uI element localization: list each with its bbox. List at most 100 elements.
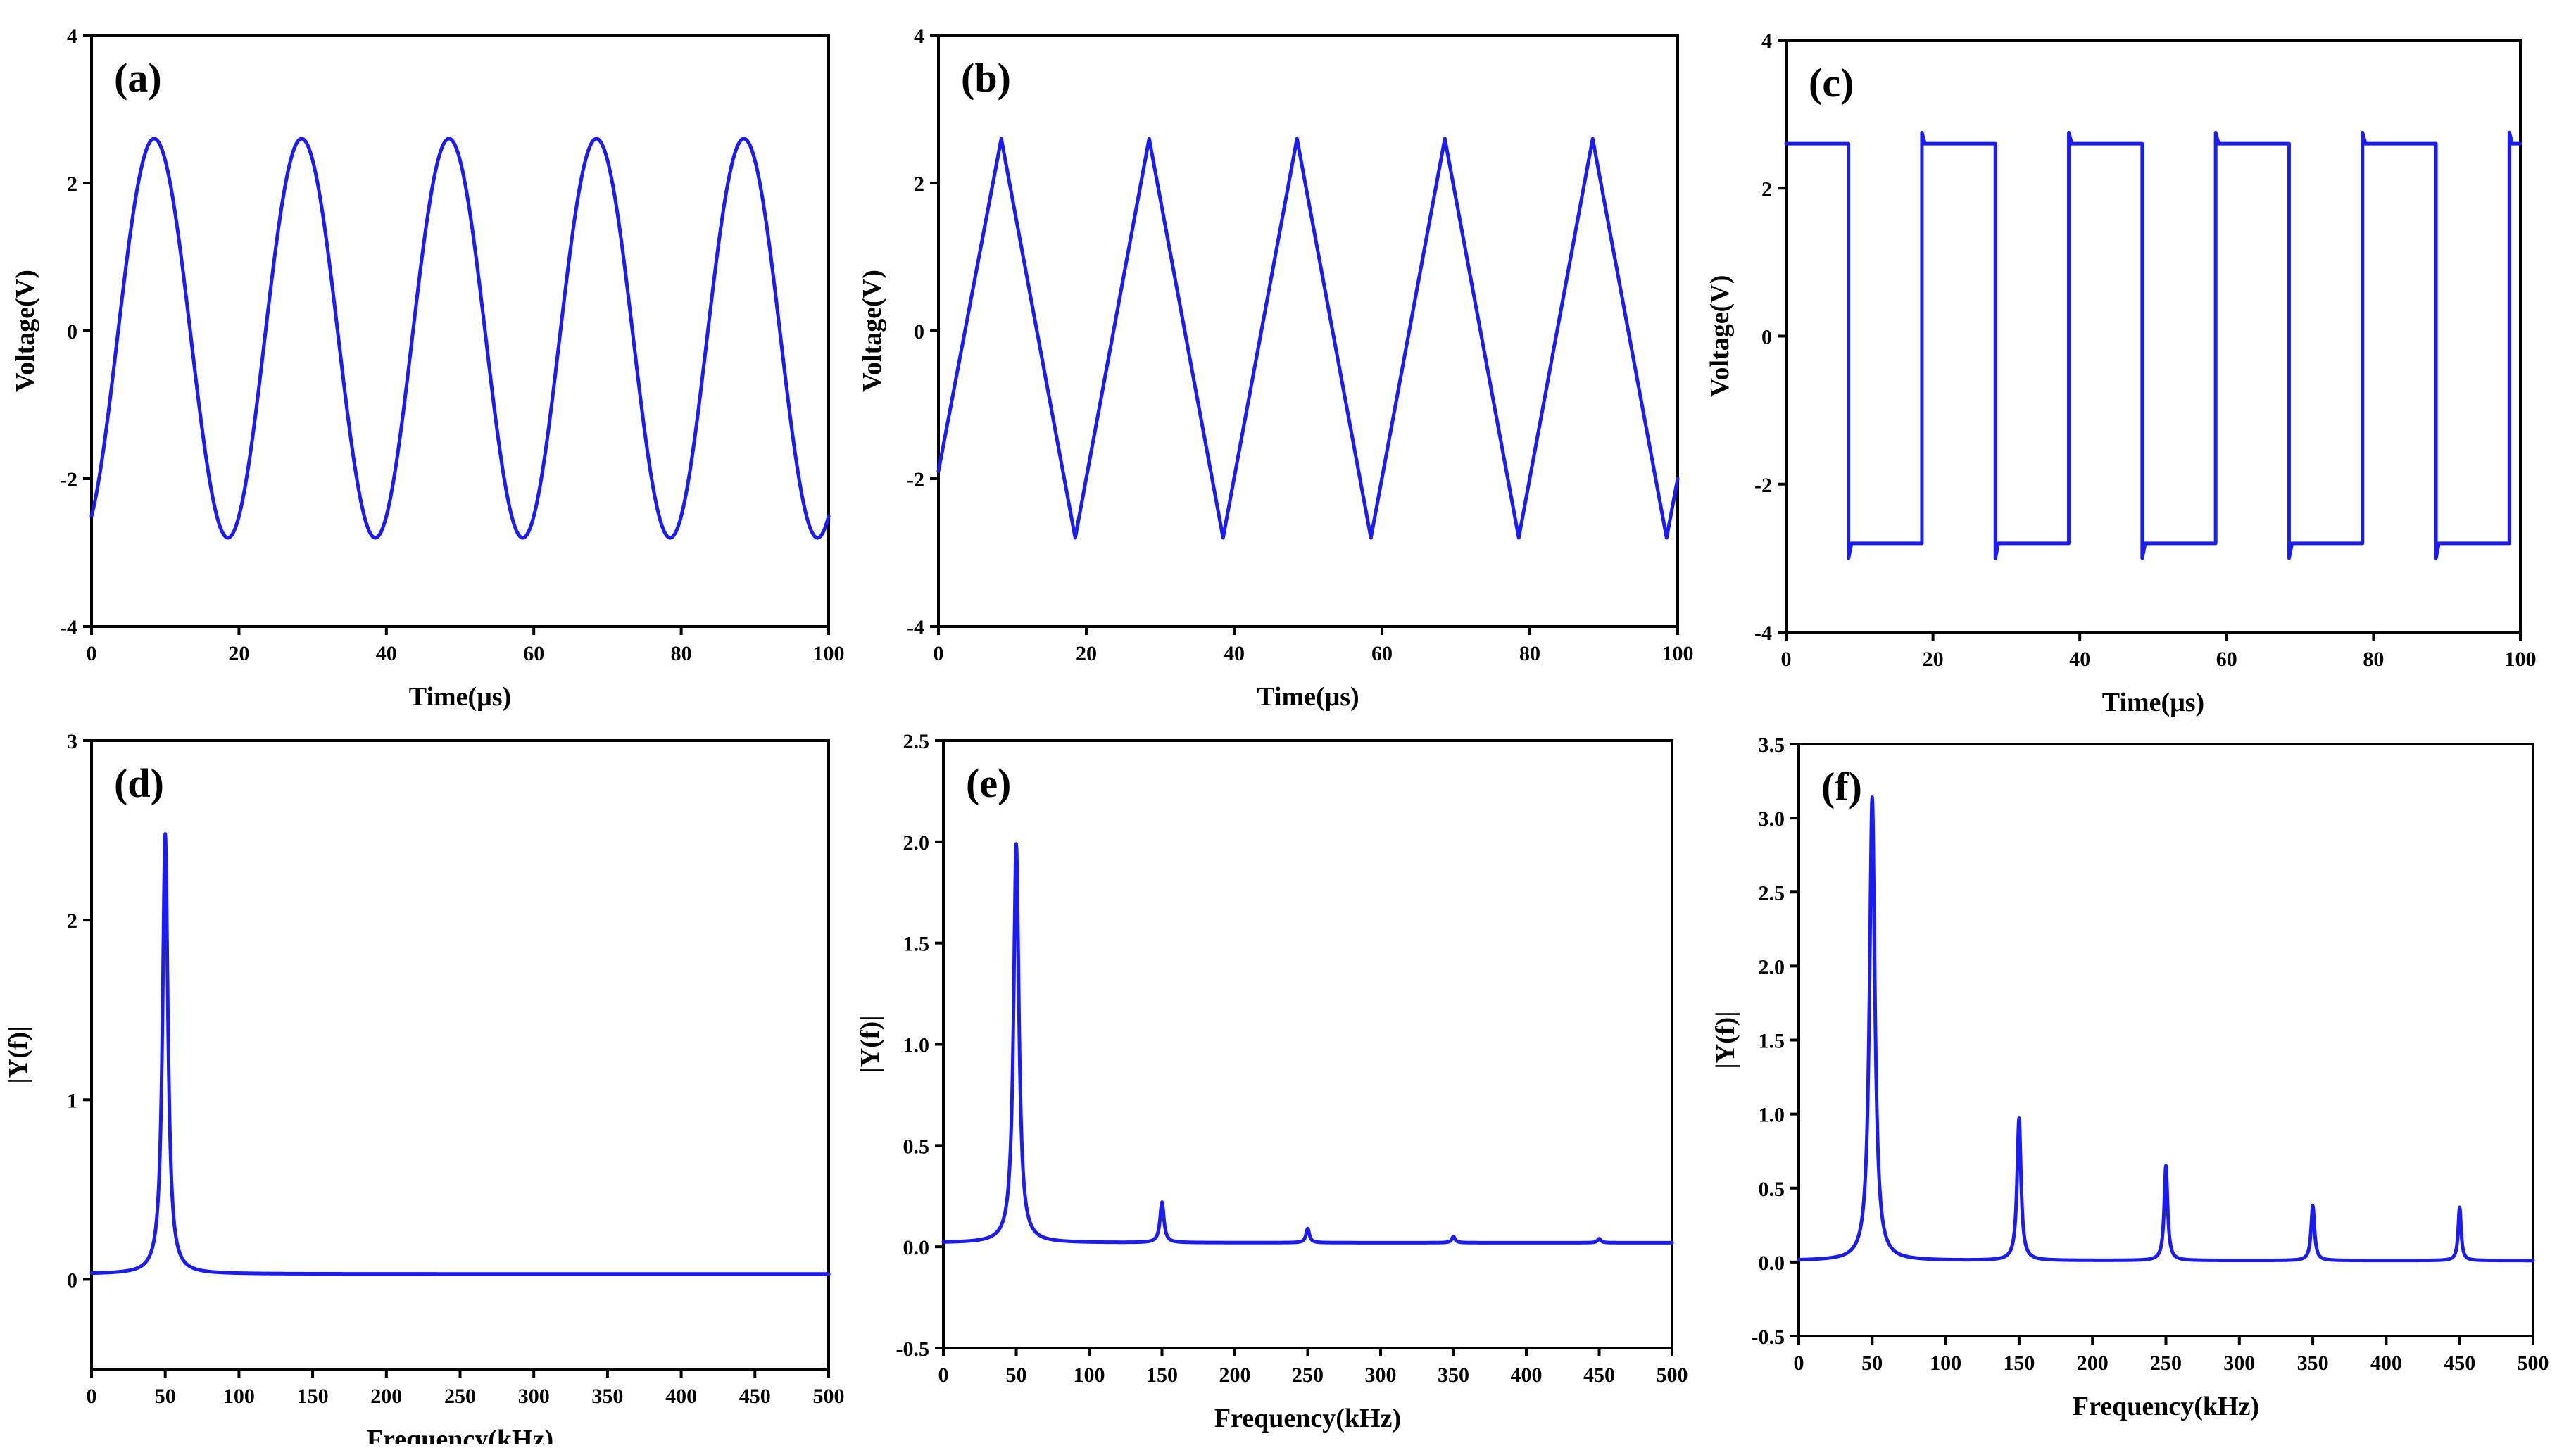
plot-frame xyxy=(90,34,830,628)
y-axis-title: Voltage(V) xyxy=(1705,275,1735,398)
x-tick-label: 350 xyxy=(2297,1352,2329,1375)
chart-panel-e: 0 50 100 150 200 250 300 350 400 450 500 -0.5 0.0 0.5… xyxy=(855,730,1688,1433)
panel-label: (c) xyxy=(1809,60,1854,106)
x-tick-label: 20 xyxy=(1076,642,1097,665)
y-tick-label: 2 xyxy=(67,909,77,933)
y-tick-label: 2.0 xyxy=(903,831,930,855)
y-tick-label: -2 xyxy=(907,468,924,491)
y-tick-label: -4 xyxy=(907,616,924,639)
chart-panel-b: 0 20 40 60 80 100 -4 -2 0 2 4 Time(μs) Voltage(V) (b) xyxy=(857,25,1694,712)
x-tick-label: 250 xyxy=(444,1385,476,1408)
x-tick-label: 50 xyxy=(155,1385,176,1408)
y-tick-label: 1.0 xyxy=(1759,1104,1785,1127)
series-line xyxy=(936,137,1680,540)
panel-label: (a) xyxy=(114,55,162,101)
panel-label: (d) xyxy=(114,760,164,806)
y-tick-label: -2 xyxy=(1754,474,1772,497)
x-tick-label: 300 xyxy=(1365,1364,1397,1387)
y-tick-label: 0.5 xyxy=(1759,1178,1785,1201)
chart-panel-c: 0 20 40 60 80 100 -4 -2 0 2 4 Time(μs) Voltage(V) (c) xyxy=(1705,30,2537,717)
series-line xyxy=(941,842,1674,1245)
x-tick-label: 250 xyxy=(2150,1352,2182,1375)
y-tick-label: 4 xyxy=(1761,30,1772,53)
y-tick-label: 3 xyxy=(67,730,77,753)
y-axis-title: |Y(f)| xyxy=(855,1015,885,1073)
x-tick-label: 500 xyxy=(813,1385,845,1408)
chart-panel-f: 0 50 100 150 200 250 300 350 400 450 500 -0.5 0.0 0.5… xyxy=(1711,734,2549,1421)
y-tick-label: 3.5 xyxy=(1759,734,1785,757)
x-tick-label: 100 xyxy=(1662,642,1694,665)
x-tick-label: 100 xyxy=(813,642,845,665)
x-tick-label: 150 xyxy=(2003,1352,2035,1375)
y-tick-label: 0.0 xyxy=(903,1236,930,1259)
y-tick-label: 2 xyxy=(914,172,924,196)
plot-frame xyxy=(942,739,1673,1349)
y-tick-label: 0 xyxy=(1761,326,1772,349)
x-tick-label: 400 xyxy=(665,1385,697,1408)
x-tick-label: 450 xyxy=(739,1385,771,1408)
plot-frame xyxy=(1797,743,2534,1337)
series-line xyxy=(89,137,831,540)
y-tick-label: 1.5 xyxy=(903,933,930,956)
x-tick-label: 100 xyxy=(1074,1364,1105,1387)
x-tick-label: 50 xyxy=(1861,1352,1883,1375)
x-tick-label: 350 xyxy=(591,1385,623,1408)
chart-panel-a: 0 20 40 60 80 100 -4 -2 0 2 4 Time(μs) Voltage(V) (a) xyxy=(11,25,845,712)
x-tick-label: 150 xyxy=(1146,1364,1178,1387)
y-tick-label: -0.5 xyxy=(1752,1326,1785,1349)
y-tick-label: 0 xyxy=(67,320,77,344)
y-tick-label: 2.5 xyxy=(1759,881,1785,905)
panel-label: (e) xyxy=(966,760,1011,806)
x-tick-label: 150 xyxy=(297,1385,329,1408)
y-tick-label: 2.0 xyxy=(1759,955,1785,978)
x-tick-label: 60 xyxy=(523,642,544,665)
y-tick-label: 1.0 xyxy=(903,1034,930,1057)
x-tick-label: 40 xyxy=(376,642,397,665)
y-tick-label: -4 xyxy=(60,616,77,639)
y-tick-label: -2 xyxy=(60,468,77,491)
x-tick-label: 250 xyxy=(1292,1364,1324,1387)
x-tick-label: 0 xyxy=(1781,648,1792,671)
x-tick-label: 0 xyxy=(1794,1352,1804,1375)
y-tick-label: 4 xyxy=(67,25,77,48)
x-tick-label: 80 xyxy=(2363,648,2384,671)
y-tick-label: 1 xyxy=(67,1089,77,1112)
y-tick-label: 0.5 xyxy=(903,1135,930,1158)
x-tick-label: 60 xyxy=(2216,648,2237,671)
series-line xyxy=(89,832,831,1276)
y-tick-label: 0 xyxy=(67,1268,77,1292)
series-line xyxy=(1784,130,2522,560)
y-tick-label: 2 xyxy=(1761,177,1772,201)
plot-frame xyxy=(937,34,1679,628)
panel-label: (f) xyxy=(1821,764,1862,810)
x-tick-label: 350 xyxy=(1438,1364,1469,1387)
x-tick-label: 500 xyxy=(1657,1364,1688,1387)
x-tick-label: 200 xyxy=(2077,1352,2109,1375)
x-axis-title: Frequency(kHz) xyxy=(1214,1404,1401,1433)
x-axis-title: Time(μs) xyxy=(1257,682,1359,712)
x-tick-label: 60 xyxy=(1371,642,1393,665)
x-tick-label: 100 xyxy=(1930,1352,1961,1375)
y-tick-label: -4 xyxy=(1754,622,1772,645)
y-tick-label: 3.0 xyxy=(1759,807,1785,831)
y-axis-title: Voltage(V) xyxy=(11,270,40,392)
x-tick-label: 20 xyxy=(228,642,249,665)
x-tick-label: 450 xyxy=(1583,1364,1615,1387)
x-tick-label: 40 xyxy=(1224,642,1245,665)
x-tick-label: 0 xyxy=(87,642,97,665)
chart-panel-d: 0 50 100 150 200 250 300 350 400 450 500 0 1 2 3 Freque… xyxy=(4,730,845,1448)
x-tick-label: 100 xyxy=(223,1385,255,1408)
x-tick-label: 50 xyxy=(1006,1364,1027,1387)
y-axis-title: |Y(f)| xyxy=(1711,1011,1740,1069)
x-tick-label: 200 xyxy=(1219,1364,1251,1387)
x-tick-label: 0 xyxy=(934,642,944,665)
x-tick-label: 450 xyxy=(2444,1352,2475,1375)
x-tick-label: 80 xyxy=(1519,642,1540,665)
x-axis-title: Frequency(kHz) xyxy=(2073,1392,2259,1421)
x-tick-label: 400 xyxy=(2370,1352,2402,1375)
series-line xyxy=(1797,795,2535,1263)
y-tick-label: 2.5 xyxy=(903,730,930,753)
y-tick-label: 0 xyxy=(914,320,924,344)
